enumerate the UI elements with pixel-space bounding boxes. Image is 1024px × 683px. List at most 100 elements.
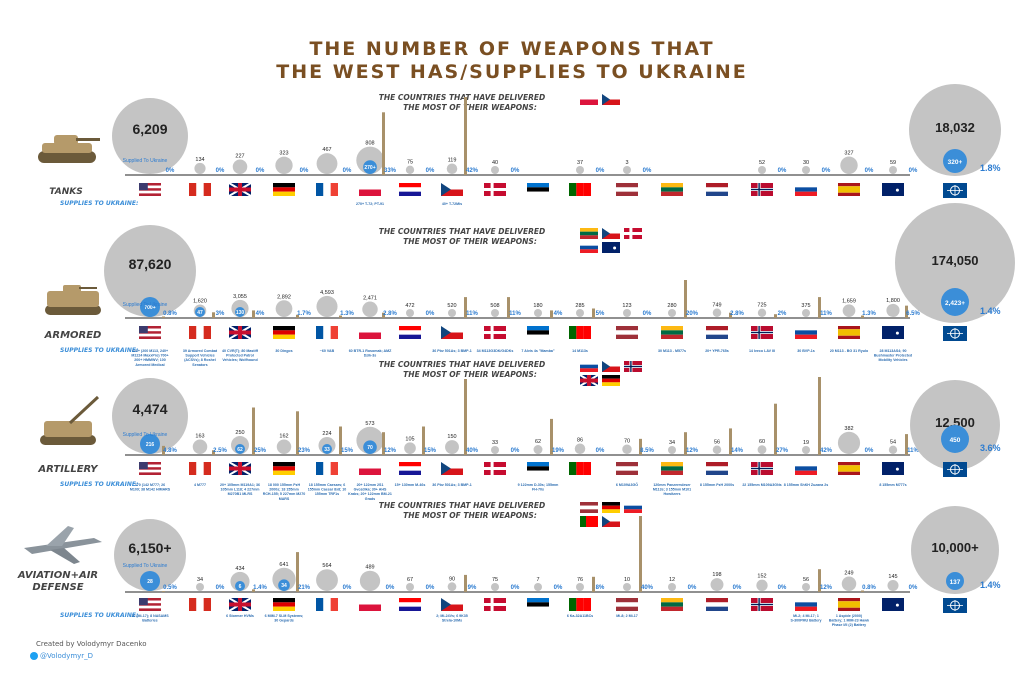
flag-stripe (706, 326, 728, 331)
percent-label: 8% (596, 585, 605, 591)
total-circle (276, 439, 292, 454)
supply-note-line: 105mm L118; 4 227mm (221, 488, 260, 492)
flag-stripe (441, 468, 463, 475)
flag-stripe (273, 466, 295, 471)
flag-canada (189, 183, 211, 196)
spg-barrel (68, 395, 100, 425)
country-usa: 6,209 0% (112, 98, 188, 174)
flag-stripe (273, 334, 295, 339)
percent-label: 11% (907, 448, 919, 454)
total-label: 323 (279, 151, 288, 157)
flag-stripe (273, 462, 295, 467)
percent-bar (162, 591, 165, 592)
supply-note: 36 Pbv 501As; 3 BMP-1 (432, 483, 472, 487)
flag-portugal (569, 326, 591, 339)
country-lithuania: 12 0% (668, 577, 697, 591)
flag-stripe (838, 462, 860, 466)
flag-stripe (359, 468, 381, 475)
percent-label: 21% (298, 585, 311, 591)
flag-latvia (616, 326, 638, 339)
percent-bar (464, 379, 467, 455)
flag-stripe (441, 183, 463, 190)
flag-spain (838, 462, 860, 475)
total-circle (104, 225, 196, 317)
flag-stripe (580, 516, 586, 527)
percent-bar (382, 432, 385, 455)
flag-stripe (189, 598, 197, 611)
top-flag-portugal (580, 516, 598, 527)
flag-canton (139, 462, 148, 470)
subtitle: THE COUNTRIES THAT HAVE DELIVERED (379, 227, 545, 236)
total-circle (623, 166, 631, 174)
total-label: 12 (669, 577, 675, 583)
percent-bar (684, 280, 687, 318)
percent-label: 0% (733, 585, 742, 591)
total-label: 808 (365, 141, 374, 147)
supply-note: 40+ T-72Mis (442, 202, 462, 206)
supply-note-line: 14 Iveco LAV III (749, 349, 775, 353)
country-croatia: 75 0% (405, 160, 435, 175)
flag-cross (484, 188, 506, 191)
flag-stripe (399, 470, 421, 475)
flag-slovakia (795, 326, 817, 339)
supply-note: ~60 VAB (320, 349, 335, 353)
flag-stripe (580, 249, 598, 253)
flag-stripe (706, 598, 728, 603)
supply-note-line: 34 M113G3DK/G4DKs (477, 349, 514, 353)
total-label: 564 (322, 563, 331, 569)
ifv-gun (79, 287, 97, 289)
country-estonia: 62 19% 9 122mm D-30s; 155mm FH-70s (518, 418, 565, 492)
jet-illustration (24, 526, 102, 564)
section-label: AVIATION+AIR (17, 570, 98, 581)
flag-stripe (569, 326, 577, 339)
total-label: 375 (801, 303, 810, 309)
twitter-handle[interactable]: @Volodymyr_D (30, 652, 93, 660)
supply-note: 40 CVR(T); 80 Mastiff Protected Patrol Veh… (222, 349, 259, 362)
nato-total-circle (895, 203, 1015, 323)
percent-label: 15% (424, 448, 437, 454)
section-label: DEFENSE (32, 582, 83, 593)
subtitle: THE COUNTRIES THAT HAVE DELIVERED (379, 93, 545, 102)
flag-norway (751, 598, 773, 611)
flag-stripe (399, 326, 421, 331)
percent-bar (339, 426, 342, 455)
supply-note-line: 30 BVP-1s (797, 349, 815, 353)
flag-stripe (399, 191, 421, 196)
percent-label: 0% (865, 168, 874, 174)
supply-note-line: 15+ 130mm M-46s (395, 483, 426, 487)
country-australia: 1,800 6.5% 28 M113AS4; 90 Bushmaster Protec… (874, 298, 921, 362)
supply-note-line: 9 122mm D-30s; 155mm (518, 483, 559, 487)
percent-bar (684, 432, 687, 455)
percent-bar (296, 314, 299, 318)
total-circle (362, 301, 378, 318)
title-line-1: THE NUMBER OF WEAPONS THAT (309, 38, 715, 60)
flag-stripe (527, 187, 549, 192)
flag-stripe (616, 330, 638, 335)
flag-australia (882, 462, 904, 475)
supply-note-line: 6 MIM-7 SLM Systems; (265, 614, 304, 618)
flag-cross (229, 187, 251, 192)
flag-stripe (330, 183, 338, 196)
supply-note: 30 M113 - M577s (658, 349, 686, 353)
supply-note: 440+ (200 M113, 240+ M1224 MaxxPro) 700+ 2… (131, 349, 168, 367)
tank-illustration (38, 135, 100, 163)
flag-stripe (399, 602, 421, 607)
flag-stripe (616, 187, 638, 192)
total-circle (756, 579, 768, 591)
flag-australia (882, 326, 904, 339)
percent-label: 0% (343, 168, 352, 174)
total-label: 76 (577, 577, 583, 583)
flag-czech-republic (441, 598, 463, 611)
percent-label: 0% (426, 311, 435, 317)
supply-note-line: 155mm TRF1s (315, 492, 339, 496)
flag-stripe (580, 231, 598, 236)
flag-stripe (527, 606, 549, 611)
supply-note-line: M113s; 3 155mm M101 (653, 488, 691, 492)
total-circle (491, 583, 499, 591)
flag-stripe (838, 183, 860, 187)
total-label: 163 (195, 433, 204, 439)
nato-total-label: 174,050 (932, 253, 979, 268)
country-portugal: 37 0% (576, 160, 605, 174)
flag-stripe (139, 464, 161, 468)
percent-bar (212, 450, 215, 455)
